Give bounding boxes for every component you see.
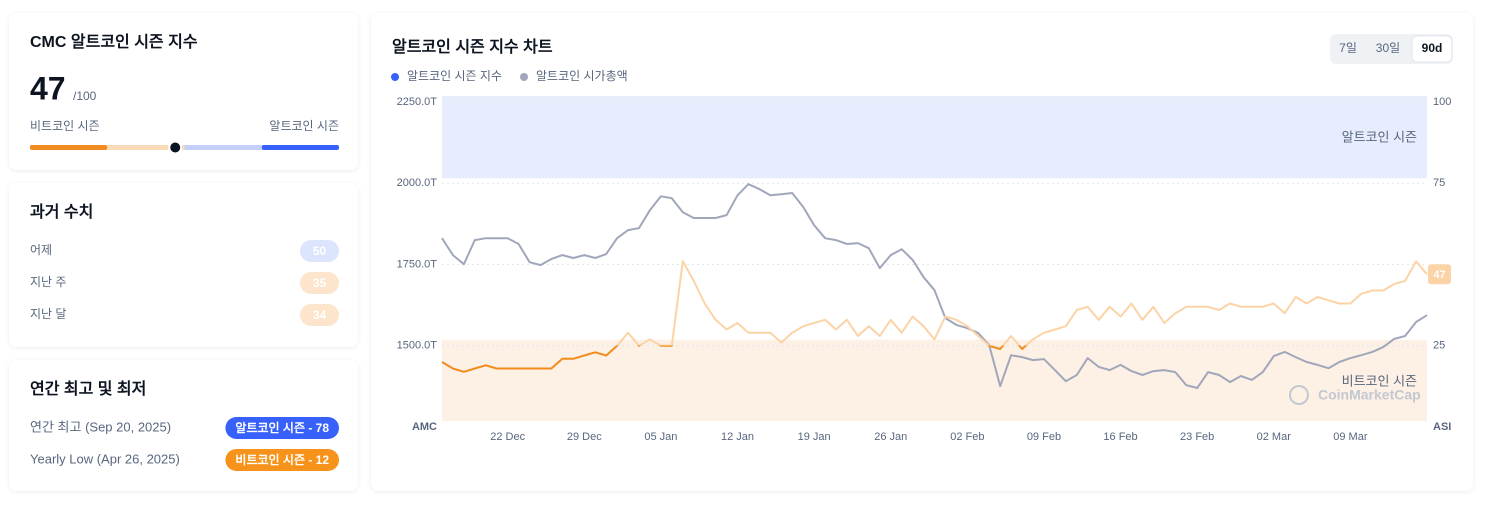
history-pill <box>300 240 339 262</box>
legend-label: 알트코인 시가총액 <box>536 69 628 83</box>
band-label: 비트코인 시즌 <box>1342 373 1417 388</box>
x-tick-label: 19 Jan <box>798 431 831 443</box>
history-title: 과거 수치 <box>30 203 93 221</box>
yearly-label: 연간 최고 (Sep 20, 2025) <box>30 419 171 434</box>
range-button[interactable]: 7일 <box>1339 41 1357 55</box>
history-value: 34 <box>313 308 327 322</box>
index-card <box>9 13 358 170</box>
yearly-badge-text: 알트코인 시즌 - 78 <box>235 420 329 435</box>
season-band <box>442 96 1427 179</box>
y2-tick-label: 25 <box>1433 340 1445 352</box>
y-tick-label: 1500.0T <box>397 340 438 352</box>
history-card <box>9 183 358 347</box>
y-axis-label: AMC <box>412 421 437 433</box>
history-value: 50 <box>313 244 327 258</box>
last-value-badge <box>1428 264 1451 285</box>
history-label: 지난 주 <box>30 275 66 289</box>
slider-knob <box>168 140 183 155</box>
yearly-badge <box>225 417 339 439</box>
y-tick-label: 2000.0T <box>397 177 438 189</box>
band-label: 알트코인 시즌 <box>1342 129 1417 144</box>
y2-tick-label: 75 <box>1433 177 1445 189</box>
chart-title: 알트코인 시즌 지수 차트 <box>392 38 553 56</box>
x-tick-label: 16 Feb <box>1103 431 1137 443</box>
y-tick-label: 1750.0T <box>397 258 438 270</box>
history-value: 35 <box>313 276 327 290</box>
y-tick-label: 2250.0T <box>397 96 438 108</box>
x-tick-label: 02 Mar <box>1257 431 1292 443</box>
slider-segment <box>261 145 339 150</box>
history-label: 어제 <box>30 243 52 257</box>
x-tick-label: 09 Mar <box>1333 431 1368 443</box>
range-button[interactable]: 90d <box>1422 41 1443 55</box>
x-tick-label: 12 Jan <box>721 431 754 443</box>
slider-segment <box>184 145 262 150</box>
yearly-badge-text: 비트코인 시즌 - 12 <box>235 452 329 467</box>
range-button-bg[interactable] <box>1411 35 1453 63</box>
index-value: 47 <box>30 70 66 106</box>
watermark: CoinMarketCap <box>1318 387 1421 403</box>
history-pill <box>300 272 339 294</box>
yearly-badge <box>225 449 339 471</box>
x-tick-label: 02 Feb <box>950 431 984 443</box>
slider-segment <box>30 145 108 150</box>
season-band <box>442 339 1427 421</box>
y2-axis-label: ASI <box>1433 421 1451 433</box>
last-value: 47 <box>1433 269 1445 281</box>
slider-segment <box>107 145 185 150</box>
x-tick-label: 29 Dec <box>567 431 602 443</box>
range-button[interactable]: 30일 <box>1376 41 1400 55</box>
index-title: CMC 알트코인 시즌 지수 <box>30 33 198 51</box>
x-tick-label: 09 Feb <box>1027 431 1061 443</box>
series-line <box>441 260 1428 373</box>
legend-label: 알트코인 시즌 지수 <box>407 69 502 83</box>
legend-marker <box>520 73 528 81</box>
left-label: 비트코인 시즌 <box>30 119 100 133</box>
history-pill <box>300 304 339 326</box>
yearly-title: 연간 최고 및 최저 <box>30 379 146 398</box>
index-max: /100 <box>73 89 97 103</box>
yearly-label: Yearly Low (Apr 26, 2025) <box>30 451 180 466</box>
right-label: 알트코인 시즌 <box>269 119 339 133</box>
history-label: 지난 달 <box>30 307 66 321</box>
x-tick-label: 26 Jan <box>874 431 907 443</box>
legend-marker <box>391 73 399 81</box>
watermark-icon <box>1289 385 1309 405</box>
x-tick-label: 05 Jan <box>644 431 677 443</box>
y2-tick-label: 100 <box>1433 96 1451 108</box>
x-tick-label: 22 Dec <box>490 431 525 443</box>
series-line <box>441 183 1428 389</box>
x-tick-label: 23 Feb <box>1180 431 1214 443</box>
